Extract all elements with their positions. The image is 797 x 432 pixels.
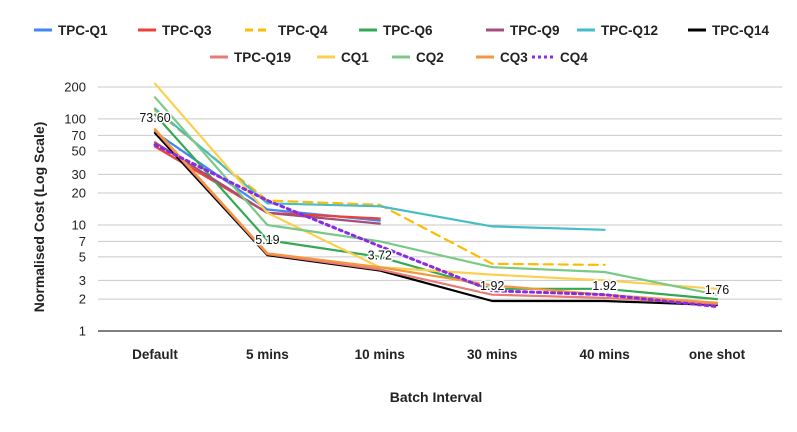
legend-label: CQ3 xyxy=(500,50,528,65)
legend-label: CQ4 xyxy=(560,50,588,65)
legend-item-cq3[interactable]: CQ3 xyxy=(476,50,528,65)
data-label: 1.92 xyxy=(592,279,616,293)
legend-item-cq2[interactable]: CQ2 xyxy=(392,50,444,65)
y-tick-label: 10 xyxy=(72,217,86,232)
x-axis-title: Batch Interval xyxy=(390,389,483,405)
legend-label: TPC-Q14 xyxy=(712,23,770,38)
data-label-halo: 1.92 xyxy=(592,279,616,293)
series-line-tpc-q3 xyxy=(153,145,381,220)
series-line-tpc-q12 xyxy=(153,107,606,231)
legend-label: TPC-Q19 xyxy=(234,50,291,65)
series-line-tpc-q14 xyxy=(153,131,719,307)
legend-item-tpc-q9[interactable]: TPC-Q9 xyxy=(486,23,560,38)
data-label: 1.92 xyxy=(480,279,504,293)
y-axis-title: Normalised Cost (Log Scale) xyxy=(31,122,47,313)
legend-item-tpc-q19[interactable]: TPC-Q19 xyxy=(210,50,291,65)
legend-label: TPC-Q1 xyxy=(58,23,108,38)
legend-item-cq1[interactable]: CQ1 xyxy=(317,50,369,65)
x-tick-label: 10 mins xyxy=(355,347,405,362)
data-label: 1.76 xyxy=(705,283,729,297)
legend-label: CQ1 xyxy=(341,50,369,65)
y-tick-label: 50 xyxy=(72,143,86,158)
data-label: 73.60 xyxy=(139,111,170,125)
y-tick-label: 20 xyxy=(72,186,86,201)
legend-item-tpc-q12[interactable]: TPC-Q12 xyxy=(577,23,658,38)
data-label-halo: 73.60 xyxy=(139,111,170,125)
x-tick-label: 5 mins xyxy=(246,347,289,362)
series-line-tpc-q1 xyxy=(153,131,381,222)
x-tick-label: Default xyxy=(132,347,178,362)
x-tick-label: 40 mins xyxy=(579,347,629,362)
legend-item-tpc-q14[interactable]: TPC-Q14 xyxy=(688,23,770,38)
legend-item-tpc-q3[interactable]: TPC-Q3 xyxy=(138,23,212,38)
series-line-cq4 xyxy=(153,143,719,309)
y-tick-label: 1 xyxy=(79,324,86,339)
y-tick-label: 100 xyxy=(64,111,86,126)
legend-label: CQ2 xyxy=(416,50,444,65)
series-line-cq2 xyxy=(153,96,719,296)
data-label-halo: 5.19 xyxy=(255,233,279,247)
legend-item-tpc-q4[interactable]: TPC-Q4 xyxy=(245,23,328,38)
y-tick-label: 2 xyxy=(79,292,86,307)
data-label: 5.19 xyxy=(255,233,279,247)
grid-lines xyxy=(98,86,782,332)
series-lines xyxy=(153,82,719,309)
legend-label: TPC-Q4 xyxy=(278,23,328,38)
legend: TPC-Q1 TPC-Q3 TPC-Q4 TPC-Q6 TPC-Q9 TPC-Q12 TPC… xyxy=(34,23,770,65)
y-tick-label: 200 xyxy=(64,80,86,95)
y-tick-label: 70 xyxy=(72,128,86,143)
y-tick-label: 7 xyxy=(79,234,86,249)
series-line-tpc-q6 xyxy=(153,113,719,301)
legend-item-cq4[interactable]: CQ4 xyxy=(532,50,588,65)
x-axis-ticks: Default 5 mins 10 mins 30 mins 40 mins one sh… xyxy=(132,347,746,362)
y-tick-label: 30 xyxy=(72,167,86,182)
legend-item-tpc-q6[interactable]: TPC-Q6 xyxy=(359,23,433,38)
legend-label: TPC-Q12 xyxy=(601,23,658,38)
data-label-halo: 1.92 xyxy=(480,279,504,293)
legend-label: TPC-Q9 xyxy=(510,23,560,38)
y-tick-label: 3 xyxy=(79,273,86,288)
legend-label: TPC-Q6 xyxy=(383,23,433,38)
x-tick-label: one shot xyxy=(689,347,746,362)
x-tick-label: 30 mins xyxy=(467,347,517,362)
legend-item-tpc-q1[interactable]: TPC-Q1 xyxy=(34,23,108,38)
data-label-halo: 3.72 xyxy=(368,248,392,262)
legend-label: TPC-Q3 xyxy=(162,23,212,38)
data-label-halo: 1.76 xyxy=(705,283,729,297)
data-label: 3.72 xyxy=(368,248,392,262)
y-tick-label: 5 xyxy=(79,249,86,264)
